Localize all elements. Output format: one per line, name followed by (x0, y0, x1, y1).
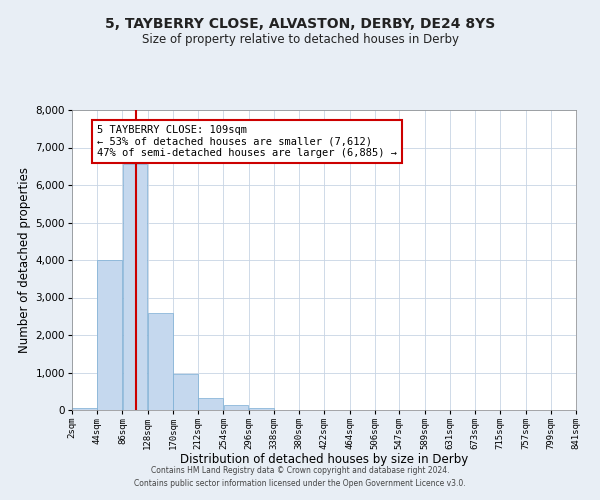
Bar (224, 405, 248, 410)
Bar (199, 398, 223, 410)
Text: Contains HM Land Registry data © Crown copyright and database right 2024.
Contai: Contains HM Land Registry data © Crown c… (134, 466, 466, 487)
Bar (123, 164, 148, 410)
Bar (249, 408, 274, 410)
Bar (97, 260, 122, 410)
Bar (72, 408, 97, 410)
Bar (173, 374, 198, 410)
Text: 5, TAYBERRY CLOSE, ALVASTON, DERBY, DE24 8YS: 5, TAYBERRY CLOSE, ALVASTON, DERBY, DE24… (105, 18, 495, 32)
Text: Size of property relative to detached houses in Derby: Size of property relative to detached ho… (142, 32, 458, 46)
X-axis label: Distribution of detached houses by size in Derby: Distribution of detached houses by size … (180, 454, 468, 466)
Bar (148, 312, 173, 410)
Text: 5 TAYBERRY CLOSE: 109sqm
← 53% of detached houses are smaller (7,612)
47% of sem: 5 TAYBERRY CLOSE: 109sqm ← 53% of detach… (97, 125, 397, 158)
Y-axis label: Number of detached properties: Number of detached properties (19, 167, 31, 353)
